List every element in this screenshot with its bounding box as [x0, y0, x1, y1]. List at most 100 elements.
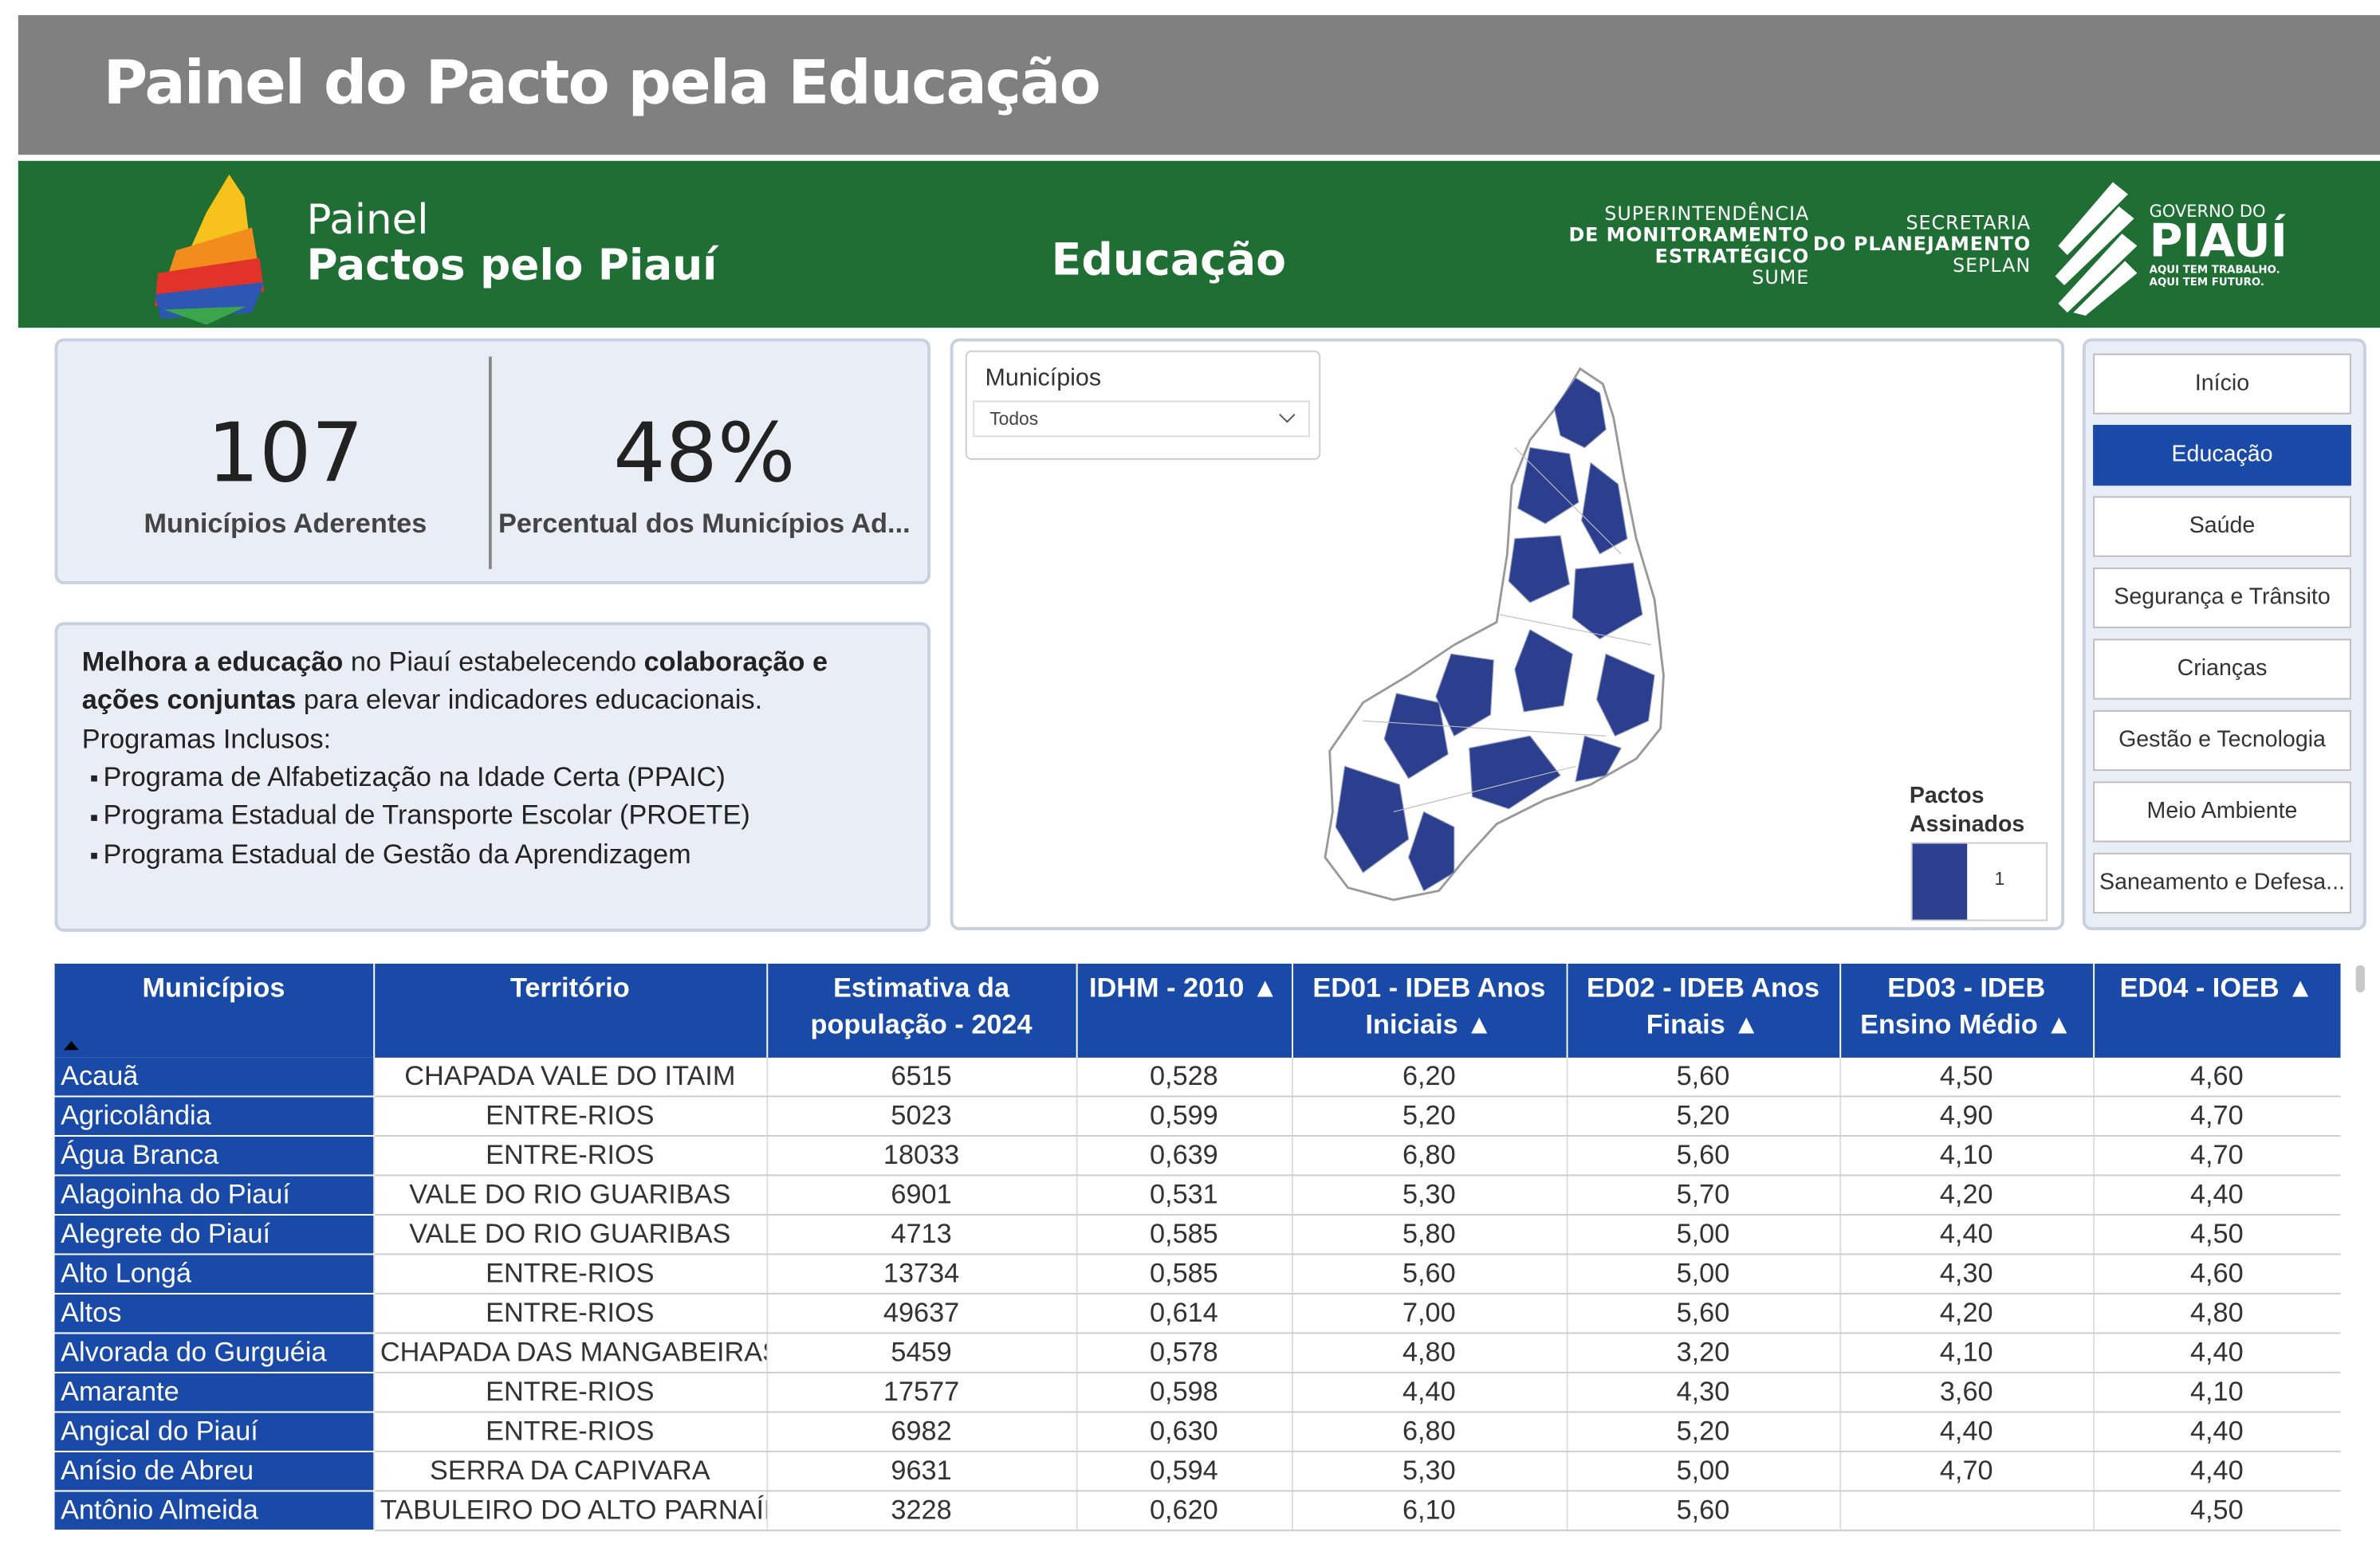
- table-cell: 4,50: [2093, 1214, 2341, 1255]
- table-cell: 5,30: [1292, 1175, 1568, 1216]
- table-row: Antônio Almeida TABULEIRO DO ALTO PARNAÍB…: [54, 1491, 2341, 1531]
- table-cell: [1839, 1491, 2095, 1531]
- data-table: Municípios Território Estimativa da popula…: [54, 963, 2341, 1531]
- table-cell: 6,80: [1292, 1135, 1568, 1177]
- table-cell: 4,30: [1566, 1372, 1841, 1413]
- banner-text: PIAUÍ: [2149, 215, 2288, 269]
- table-cell: 5,80: [1292, 1214, 1568, 1255]
- table-cell: 5,00: [1566, 1451, 1841, 1492]
- kpi-label: Percentual dos Municípios Ad...: [498, 508, 911, 539]
- table-row: Amarante ENTRE-RIOS 17577 0,598 4,40 4,30 3,60…: [54, 1372, 2341, 1413]
- table-cell: 5023: [766, 1096, 1077, 1137]
- table-cell: VALE DO RIO GUARIBAS: [373, 1175, 768, 1216]
- slicer-label: Municípios: [985, 365, 1102, 392]
- table-cell: 13734: [766, 1254, 1077, 1295]
- table-cell: 0,639: [1076, 1135, 1293, 1177]
- table-cell: TABULEIRO DO ALTO PARNAÍBA: [373, 1491, 768, 1531]
- nav-button[interactable]: Saneamento e Defesa...: [2093, 852, 2351, 914]
- table-cell: 6,10: [1292, 1491, 1568, 1531]
- table-cell: 5,60: [1566, 1293, 1841, 1334]
- slicer-value: Todos: [989, 408, 1039, 430]
- table-cell: 4,40: [2093, 1175, 2341, 1216]
- program-text: Programa Estadual de Gestão da Aprendiza…: [103, 839, 691, 870]
- header-row: Municípios Território Estimativa da popula…: [54, 963, 2341, 1058]
- kpi-value: 48%: [613, 405, 796, 501]
- table-cell: 4,10: [2093, 1372, 2341, 1413]
- table-cell: 4,80: [2093, 1293, 2341, 1334]
- legend-title: Pactos Assinados: [1909, 783, 2025, 838]
- nav-button[interactable]: Crianças: [2093, 638, 2351, 700]
- nav-button[interactable]: Gestão e Tecnologia: [2093, 709, 2351, 772]
- table-cell: 4,40: [2093, 1333, 2341, 1373]
- table-row: Alvorada do Gurguéia CHAPADA DAS MANGABEI…: [54, 1333, 2341, 1373]
- table-row: Alegrete do Piauí VALE DO RIO GUARIBAS 471…: [54, 1214, 2341, 1255]
- table-cell: 6515: [766, 1057, 1077, 1098]
- column-header: ED03 - IDEB Ensino Médio ▲: [1839, 963, 2095, 1058]
- sume-block: SUPERINTENDÊNCIA DE MONITORAMENTO ESTRATÉG…: [1568, 202, 1809, 289]
- page-title: Painel do Pacto pela Educação: [103, 48, 1101, 119]
- nav-button[interactable]: Educação: [2093, 425, 2351, 486]
- column-header: ED04 - IOEB ▲: [2093, 963, 2341, 1058]
- table-cell: 0,585: [1076, 1214, 1293, 1255]
- nav-button[interactable]: Início: [2093, 353, 2351, 414]
- table-row: Anísio de Abreu SERRA DA CAPIVARA 9631 0,59…: [54, 1451, 2341, 1492]
- table-row: Alto Longá ENTRE-RIOS 13734 0,585 5,60 5,00 4,…: [54, 1254, 2341, 1295]
- nav-button[interactable]: Segurança e Trânsito: [2093, 567, 2351, 629]
- scrollbar: [2355, 965, 2365, 993]
- table-cell: ENTRE-RIOS: [373, 1372, 768, 1413]
- table-cell: 0,594: [1076, 1451, 1293, 1492]
- slicer[interactable]: Municípios Todos: [965, 350, 1321, 460]
- kpi-card: 107 Municípios Aderentes 48% Percentual …: [54, 338, 930, 584]
- table-cell: Antônio Almeida: [54, 1491, 375, 1531]
- table-cell: 0,599: [1076, 1096, 1293, 1137]
- kpi-label: Municípios Aderentes: [144, 508, 427, 539]
- program-item: Programa de Alfabetização na Idade Certa…: [91, 759, 750, 797]
- map-panel: Municípios Todos Pactos Assinados 1: [950, 338, 2065, 930]
- table-cell: 5,60: [1292, 1254, 1568, 1295]
- table-cell: 5,60: [1566, 1491, 1841, 1531]
- table-cell: 0,620: [1076, 1491, 1293, 1531]
- bullet: [91, 852, 97, 859]
- table-cell: Acauã: [54, 1057, 375, 1098]
- table-cell: ENTRE-RIOS: [373, 1096, 768, 1137]
- table-cell: 5,70: [1566, 1175, 1841, 1216]
- table-cell: ENTRE-RIOS: [373, 1293, 768, 1334]
- table-container: Municípios Território Estimativa da popula…: [54, 963, 2341, 1543]
- table-cell: 18033: [766, 1135, 1077, 1177]
- table-cell: 5,00: [1566, 1254, 1841, 1295]
- table-cell: SERRA DA CAPIVARA: [373, 1451, 768, 1492]
- table-body: Acauã CHAPADA VALE DO ITAIM 6515 0,528 6,20 5…: [54, 1057, 2341, 1531]
- table-cell: 4,10: [1839, 1333, 2095, 1373]
- logo: [155, 174, 265, 325]
- table-cell: 5,00: [1566, 1214, 1841, 1255]
- table-cell: 4,20: [1839, 1293, 2095, 1334]
- table-cell: 4,70: [1839, 1451, 2095, 1492]
- table-cell: Agricolândia: [54, 1096, 375, 1137]
- table-row: Angical do Piauí ENTRE-RIOS 6982 0,630 6,80 5…: [54, 1412, 2341, 1452]
- dropdown-arrow: [1279, 414, 1296, 423]
- legend-value: 1: [1994, 867, 2005, 890]
- table-cell: Alagoinha do Piauí: [54, 1175, 375, 1216]
- table-cell: 5,60: [1566, 1135, 1841, 1177]
- bullet: [91, 814, 97, 821]
- table-cell: 6901: [766, 1175, 1077, 1216]
- description-card: Melhora a educação no Piauí estabelecend…: [54, 622, 930, 932]
- description-segment: Melhora a educação: [81, 646, 344, 678]
- table-cell: Alegrete do Piauí: [54, 1214, 375, 1255]
- nav-button[interactable]: Saúde: [2093, 496, 2351, 557]
- nav-button[interactable]: Meio Ambiente: [2093, 781, 2351, 843]
- slicer-dropdown[interactable]: Todos: [973, 400, 1310, 438]
- program-item: Programa Estadual de Transporte Escolar …: [91, 797, 750, 835]
- table-cell: Amarante: [54, 1372, 375, 1413]
- table-row: Altos ENTRE-RIOS 49637 0,614 7,00 5,60 4,20 4,8…: [54, 1293, 2341, 1334]
- banner-text: AQUI TEM TRABALHO.: [2149, 264, 2280, 277]
- table-cell: 4,20: [1839, 1175, 2095, 1216]
- table-cell: 0,585: [1076, 1254, 1293, 1295]
- table-cell: 4,50: [2093, 1491, 2341, 1531]
- column-header: Municípios: [54, 963, 375, 1058]
- table-cell: Anísio de Abreu: [54, 1451, 375, 1492]
- table-cell: 4,40: [1839, 1412, 2095, 1452]
- governo-block: GOVERNO DO PIAUÍ AQUI TEM TRABALHO. AQUI TE…: [2149, 202, 2288, 289]
- table-cell: 4,70: [2093, 1096, 2341, 1137]
